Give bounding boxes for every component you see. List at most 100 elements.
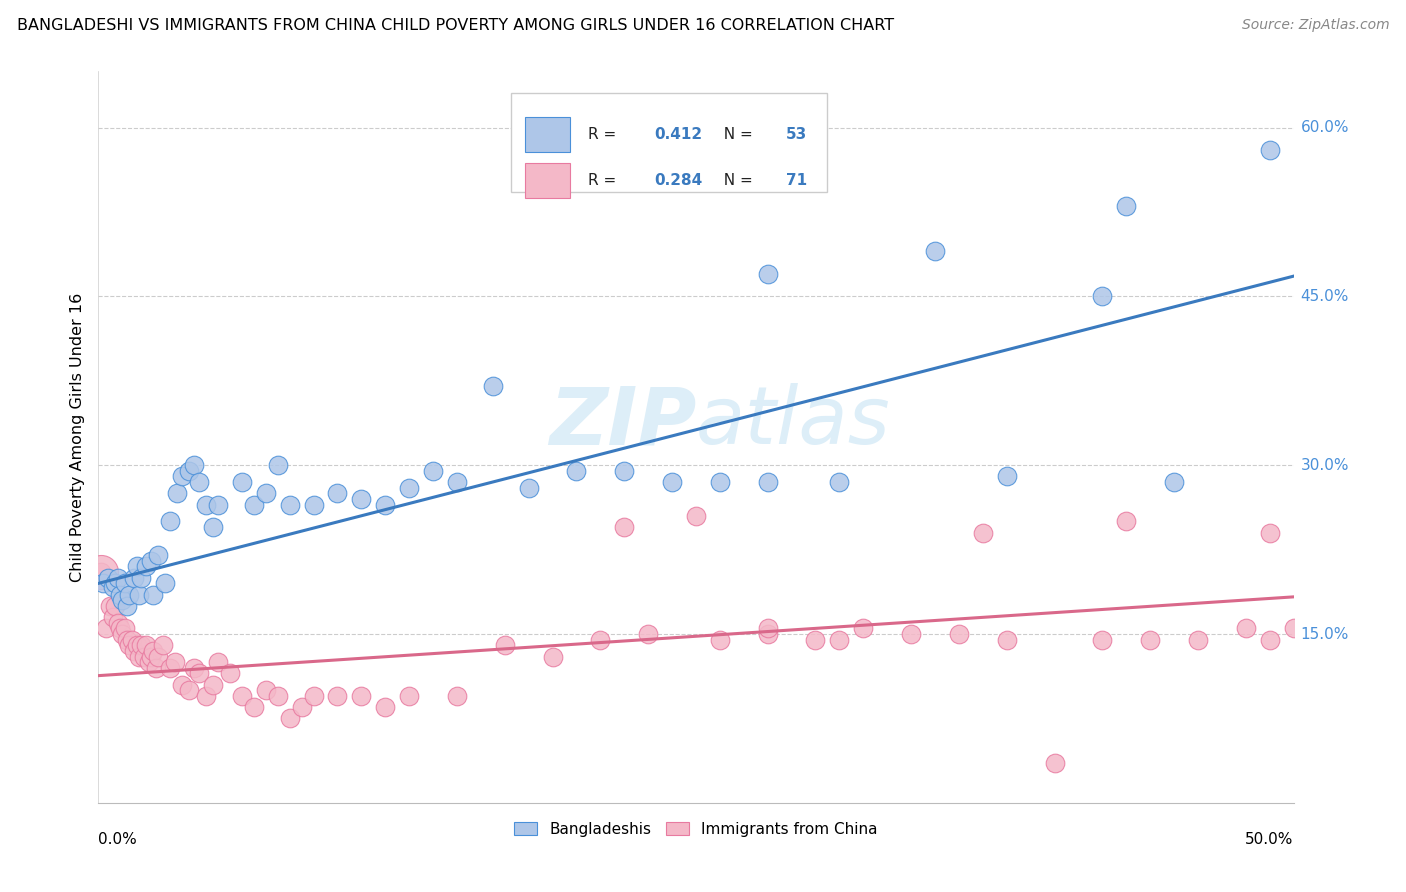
Point [231,475,253,489]
Point [589,632,612,647]
Text: 0.412: 0.412 [654,128,702,143]
Point [709,475,731,489]
Point [481,379,505,393]
Point [756,621,779,635]
Text: 71: 71 [786,173,807,187]
Point [661,475,683,489]
Point [125,638,148,652]
Point [183,661,205,675]
Point [243,700,266,714]
Text: 30.0%: 30.0% [1301,458,1348,473]
Text: 15.0%: 15.0% [1301,626,1348,641]
Point [254,683,277,698]
Point [152,638,174,652]
Legend: Bangladeshis, Immigrants from China: Bangladeshis, Immigrants from China [508,815,884,843]
Point [104,599,127,613]
Point [183,458,205,473]
Point [374,498,396,512]
Text: ZIP: ZIP [548,384,696,461]
Point [254,486,277,500]
Point [142,644,165,658]
Point [350,491,373,506]
Point [155,576,177,591]
Point [613,520,636,534]
Point [995,632,1018,647]
Point [494,638,516,652]
Point [172,678,194,692]
Text: 0.284: 0.284 [654,173,703,187]
Point [195,498,218,512]
Point [115,632,138,647]
Point [637,627,659,641]
Point [118,588,141,602]
Point [132,649,155,664]
Point [350,689,373,703]
Point [118,638,141,652]
Point [1115,199,1137,213]
Point [446,689,468,703]
Point [1282,621,1305,635]
Point [1115,515,1137,529]
Point [202,520,225,534]
Point [1187,632,1209,647]
Point [446,475,468,489]
Point [565,464,588,478]
Text: R =: R = [589,173,621,187]
Text: atlas: atlas [696,384,891,461]
Point [613,464,636,478]
Point [115,599,138,613]
Point [1091,632,1114,647]
Text: 45.0%: 45.0% [1301,289,1348,304]
Point [1043,756,1066,771]
Point [302,498,325,512]
Point [90,565,112,579]
Text: 60.0%: 60.0% [1301,120,1348,135]
Point [139,649,162,664]
Text: Source: ZipAtlas.com: Source: ZipAtlas.com [1241,18,1389,32]
Point [114,576,136,591]
Text: N =: N = [714,173,758,187]
Point [159,661,181,675]
Point [828,632,851,647]
Point [756,267,779,281]
Point [207,498,229,512]
Point [1258,525,1281,540]
Point [138,655,160,669]
Point [1234,621,1257,635]
Point [195,689,218,703]
Text: 50.0%: 50.0% [1246,832,1294,847]
Point [90,565,112,579]
Point [1258,143,1281,157]
Point [101,610,124,624]
Point [98,599,122,613]
Point [267,458,290,473]
Point [326,689,349,703]
Point [756,475,779,489]
Point [104,576,127,591]
Point [108,621,131,635]
Point [97,571,120,585]
Point [107,571,129,585]
Point [114,621,136,635]
Point [219,666,242,681]
Text: R =: R = [589,128,621,143]
FancyBboxPatch shape [524,117,571,153]
Point [1091,289,1114,303]
Point [685,508,707,523]
Point [131,571,153,585]
Point [125,559,148,574]
Point [243,498,266,512]
Point [108,588,131,602]
FancyBboxPatch shape [510,94,827,192]
Point [1163,475,1185,489]
Point [756,627,779,641]
Point [422,464,444,478]
Point [924,244,946,259]
Point [148,548,170,562]
Point [159,515,181,529]
Point [187,475,209,489]
Point [291,700,314,714]
Text: 0.0%: 0.0% [98,832,138,847]
Point [804,632,827,647]
Text: 53: 53 [786,128,807,143]
